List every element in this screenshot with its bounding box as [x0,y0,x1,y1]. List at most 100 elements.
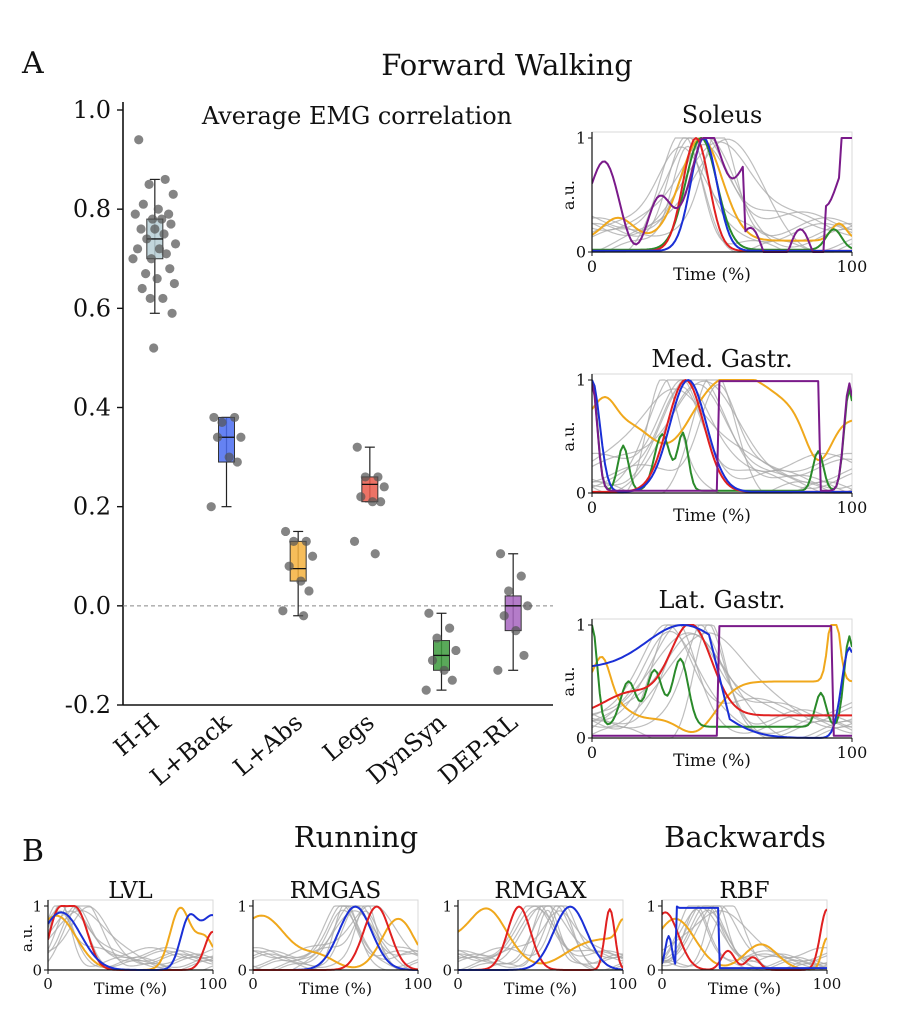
emg-series [592,624,852,733]
data-point [516,571,526,581]
category-label: DynSyn [362,708,452,790]
category-label: Legs [317,708,379,767]
y-tick-label: 1 [576,129,586,148]
emg-series [458,905,623,968]
emg-series [458,905,623,959]
box-L+Abs [289,540,307,582]
data-point [212,432,223,442]
data-point [379,482,389,492]
data-point [160,174,170,185]
x-axis-label: Time (%) [673,265,751,285]
data-point [141,269,151,279]
x-tick-label: 100 [199,975,228,993]
emg-series [592,632,852,729]
emg-series [458,910,623,959]
category-label: L+Abs [228,708,308,782]
emg-series [48,905,213,959]
plot-title: Lat. Gastr. [658,586,785,614]
data-point [165,264,175,274]
data-point [447,675,457,685]
x-axis-label: Time (%) [708,979,781,998]
y-axis-label: a.u. [559,180,578,210]
emg-series [253,905,418,960]
data-point [499,611,509,621]
x-tick-label: 100 [837,257,868,276]
lat-gastr-plot: 0 1 0 100 Lat. Gastr. Time (%) a.u. [559,586,867,771]
y-tick-label: 1 [442,897,452,915]
y-tick-label: 0 [442,961,452,979]
data-point [170,239,181,249]
y-tick-label: 0 [32,961,42,979]
emg-series [592,379,852,492]
x-tick-label: 0 [453,975,463,993]
data-point [157,214,167,224]
data-point [376,497,386,507]
emg-series [592,388,852,473]
data-point [138,199,148,209]
x-tick-label: 0 [587,743,597,762]
data-point [136,224,146,234]
data-point [445,623,455,633]
y-tick-label: 0.8 [73,195,111,223]
rbf-plot: 0 1 0 100 RBF Time (%) [646,878,841,998]
data-point [278,606,288,616]
category-label: L+Back [145,708,237,791]
backwards-title: Backwards [664,820,826,854]
data-point [137,283,147,294]
rmgax-plot: 0 1 0 100 RMGAX Time (%) [442,878,637,998]
y-tick-label: 0 [576,729,586,748]
x-axis-label: Time (%) [673,506,751,526]
data-point [370,549,380,559]
lines-group [592,379,852,494]
emg-series [592,624,852,723]
soleus-plot: 0 1 0 100 Soleus Time (%) a.u. [559,101,867,285]
data-point [144,179,154,189]
x-tick-label: 100 [609,975,638,993]
data-point [432,633,442,643]
lines-group [592,624,852,739]
data-point [134,135,144,145]
data-point [427,655,438,665]
data-point [373,472,383,482]
y-axis-label: a.u. [559,421,578,451]
lines-group [458,905,623,971]
data-point [451,645,461,656]
data-point [217,417,227,427]
lines-group [253,905,418,971]
emg-series [592,143,852,231]
y-tick-label: -0.2 [65,691,111,719]
emg-series [592,380,852,477]
emg-series [592,137,852,243]
lvl-plot: 0 1 0 100 LVL Time (%) a.u. [18,878,227,998]
boxplot-title: Average EMG correlation [201,102,512,130]
y-tick-label: 0.4 [73,394,111,422]
plot-title: Med. Gastr. [651,345,792,373]
emg-series [662,905,827,965]
y-tick-label: 0.6 [73,294,111,322]
lines-group [662,905,827,971]
y-tick-label: 0 [237,961,247,979]
lines-group [48,905,213,971]
data-point [159,229,169,239]
x-axis-label: Time (%) [94,979,167,998]
x-tick-label: 0 [657,975,667,993]
data-point [224,452,234,462]
data-point [130,209,140,219]
data-point [152,273,162,284]
data-point [493,665,503,675]
y-tick-label: 1.0 [73,96,111,124]
emg-series [662,905,827,968]
data-point [511,626,521,636]
emg-series [253,905,418,971]
emg-series [592,137,852,253]
boxplot-chart: -0.2 0.0 0.2 0.4 0.6 0.8 1.0 Average EMG correl… [65,96,553,791]
y-tick-label: 1 [32,897,42,915]
category-label: DEP-RL [433,708,523,790]
emg-series [592,137,852,252]
emg-series [253,914,418,969]
data-point [284,561,294,571]
data-point [164,209,174,219]
emg-series [253,909,418,971]
data-point [166,219,176,229]
